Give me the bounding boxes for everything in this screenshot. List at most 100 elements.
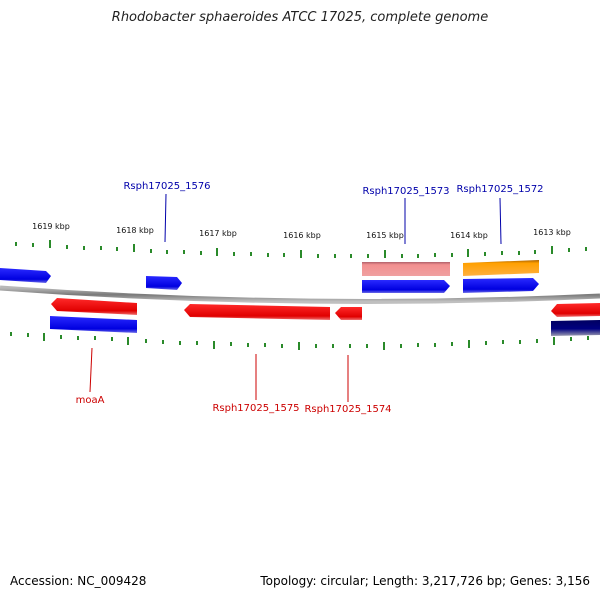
scale-tick <box>534 250 536 254</box>
gene-label-rsph17025-1575[interactable]: Rsph17025_1575 <box>212 403 299 414</box>
scale-tick <box>434 253 436 257</box>
gene-label-rsph17025-1573[interactable]: Rsph17025_1573 <box>362 186 449 197</box>
scale-tick <box>317 254 319 258</box>
scale-tick <box>230 342 232 346</box>
scale-tick-major <box>468 340 470 348</box>
outer-tick-ring <box>15 240 587 258</box>
forward-gene-arrow[interactable] <box>463 278 539 293</box>
scale-tick <box>417 254 419 258</box>
scale-tick <box>502 340 504 344</box>
scale-tick <box>15 242 17 246</box>
scale-tick <box>77 336 79 340</box>
scale-tick <box>315 344 317 348</box>
scale-tick <box>570 337 572 341</box>
scale-tick <box>585 247 587 251</box>
scale-tick <box>283 253 285 257</box>
gene-label-rsph17025-1576[interactable]: Rsph17025_1576 <box>123 181 210 192</box>
tick-label: 1616 kbp <box>283 231 321 240</box>
scale-tick-major <box>133 244 135 252</box>
scale-tick <box>150 249 152 253</box>
scale-tick <box>111 337 113 341</box>
scale-tick <box>401 254 403 258</box>
scale-tick <box>501 251 503 255</box>
scale-tick <box>587 336 589 340</box>
scale-tick <box>568 248 570 252</box>
label-leader-line <box>89 347 93 393</box>
label-leader-line <box>164 193 167 243</box>
scale-tick <box>451 342 453 346</box>
scale-tick <box>183 250 185 254</box>
genome-title: Rhodobacter sphaeroides ATCC 17025, comp… <box>111 10 489 25</box>
label-leader-line <box>499 197 502 245</box>
tick-label: 1618 kbp <box>116 226 154 235</box>
reverse-gene-block[interactable] <box>50 316 137 333</box>
reverse-gene-block[interactable] <box>551 320 600 336</box>
scale-tick <box>27 333 29 337</box>
scale-tick <box>250 252 252 256</box>
forward-gene-arrow[interactable] <box>362 280 450 293</box>
scale-tick <box>281 344 283 348</box>
scale-tick-major <box>467 249 469 257</box>
scale-tick <box>484 252 486 256</box>
tick-label: 1617 kbp <box>199 229 237 238</box>
reverse-gene-arrow[interactable] <box>184 304 330 320</box>
inner-tick-ring <box>10 332 589 350</box>
gene-label-rsph17025-1572[interactable]: Rsph17025_1572 <box>456 184 543 195</box>
gene-label-moaa[interactable]: moaA <box>76 395 105 406</box>
reverse-gene-arrow[interactable] <box>51 298 137 315</box>
scale-tick <box>166 250 168 254</box>
scale-tick-major <box>553 337 555 345</box>
scale-tick <box>196 341 198 345</box>
scale-tick <box>367 254 369 258</box>
scale-tick-major <box>49 240 51 248</box>
scale-tick-major <box>298 342 300 350</box>
scale-tick-major <box>300 250 302 258</box>
tick-label: 1619 kbp <box>32 222 70 231</box>
forward-gene-arrow[interactable] <box>0 268 51 283</box>
scale-tick <box>518 251 520 255</box>
scale-tick <box>247 343 249 347</box>
scale-tick-major <box>43 333 45 341</box>
scale-tick <box>10 332 12 336</box>
reverse-gene-arrow[interactable] <box>335 307 362 320</box>
scale-tick <box>66 245 68 249</box>
scale-tick <box>116 247 118 251</box>
scale-tick <box>94 336 96 340</box>
scale-tick <box>145 339 147 343</box>
scale-tick <box>233 252 235 256</box>
scale-tick <box>400 344 402 348</box>
scale-tick-major <box>383 342 385 350</box>
scale-tick <box>350 254 352 258</box>
genome-backbone <box>0 285 600 304</box>
scale-tick <box>179 341 181 345</box>
scale-tick <box>349 344 351 348</box>
reverse-gene-arrow[interactable] <box>551 303 600 317</box>
scale-tick <box>264 343 266 347</box>
tick-label: 1614 kbp <box>450 231 488 240</box>
scale-tick <box>485 341 487 345</box>
scale-tick-major <box>216 248 218 256</box>
forward-gene-block[interactable] <box>362 262 450 276</box>
scale-tick <box>267 253 269 257</box>
scale-tick <box>536 339 538 343</box>
scale-tick <box>519 340 521 344</box>
scale-tick <box>334 254 336 258</box>
scale-tick-major <box>127 337 129 345</box>
accession-label: Accession: NC_009428 <box>10 574 147 588</box>
tick-label: 1615 kbp <box>366 231 404 240</box>
scale-tick <box>162 340 164 344</box>
scale-tick <box>200 251 202 255</box>
forward-gene-block[interactable] <box>463 260 539 276</box>
scale-tick-major <box>213 341 215 349</box>
scale-tick <box>83 246 85 250</box>
scale-tick-major <box>551 246 553 254</box>
gene-label-rsph17025-1574[interactable]: Rsph17025_1574 <box>304 404 391 415</box>
scale-tick <box>451 253 453 257</box>
forward-gene-arrow[interactable] <box>146 276 182 290</box>
scale-tick <box>32 243 34 247</box>
scale-tick <box>434 343 436 347</box>
scale-tick <box>332 344 334 348</box>
tick-label: 1613 kbp <box>533 228 571 237</box>
scale-tick <box>366 344 368 348</box>
